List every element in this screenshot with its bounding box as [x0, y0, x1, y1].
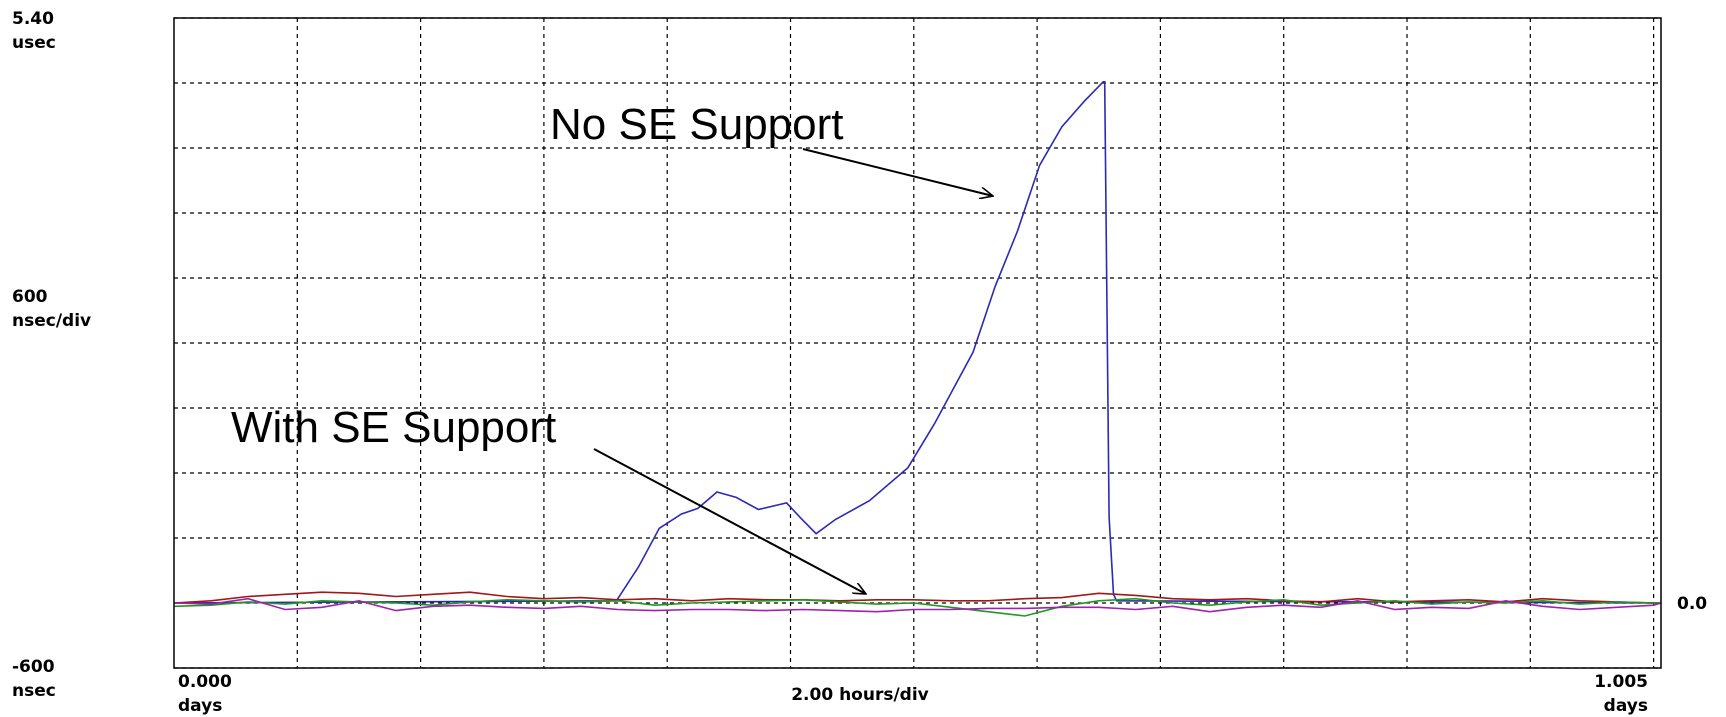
y-max-label: 5.40	[12, 9, 54, 29]
y-division-unit: nsec/div	[12, 311, 91, 331]
plot-border	[173, 17, 1662, 669]
y-min-label: -600	[12, 657, 55, 677]
x-min-label: 0.000	[178, 672, 232, 692]
zero-label: 0.0	[1677, 594, 1707, 614]
series-line	[173, 597, 1661, 617]
annotation-arrow	[802, 148, 993, 196]
x-division-label: 2.00 hours/div	[791, 685, 929, 705]
x-min-unit: days	[178, 696, 222, 716]
annotation-arrow	[593, 448, 866, 594]
y-max-unit: usec	[12, 33, 56, 53]
annotation: No SE Support	[550, 100, 844, 149]
series	[173, 81, 1662, 617]
y-min-unit: nsec	[12, 681, 56, 701]
grid	[174, 17, 1661, 669]
series-line	[173, 81, 1662, 604]
series-line	[173, 591, 1661, 604]
y-division-label: 600	[12, 287, 48, 307]
x-max-label: 1.005	[1594, 672, 1648, 692]
series-line	[173, 597, 1662, 613]
x-max-unit: days	[1604, 696, 1648, 716]
annotation: With SE Support	[231, 403, 556, 452]
